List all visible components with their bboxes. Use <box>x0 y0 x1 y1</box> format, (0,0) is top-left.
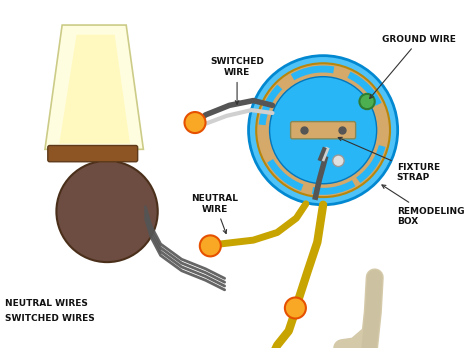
Circle shape <box>248 56 398 205</box>
Circle shape <box>270 77 377 184</box>
Text: GROUND WIRE: GROUND WIRE <box>370 35 456 99</box>
FancyBboxPatch shape <box>291 122 356 139</box>
Polygon shape <box>59 35 130 143</box>
Text: REMODELING
BOX: REMODELING BOX <box>382 185 464 226</box>
FancyBboxPatch shape <box>48 146 137 162</box>
Polygon shape <box>45 25 144 149</box>
Circle shape <box>359 94 375 109</box>
Text: FIXTURE
STRAP: FIXTURE STRAP <box>338 137 440 182</box>
Text: SWITCHED WIRES: SWITCHED WIRES <box>5 314 94 323</box>
Text: NEUTRAL WIRES: NEUTRAL WIRES <box>5 299 88 308</box>
Text: NEUTRAL
WIRE: NEUTRAL WIRE <box>191 194 238 234</box>
FancyBboxPatch shape <box>99 155 117 216</box>
Circle shape <box>200 235 221 256</box>
Text: SWITCHED
WIRE: SWITCHED WIRE <box>210 57 264 104</box>
Circle shape <box>333 155 344 167</box>
Circle shape <box>184 112 206 133</box>
Circle shape <box>285 298 306 319</box>
Circle shape <box>256 63 390 197</box>
Circle shape <box>56 161 158 262</box>
